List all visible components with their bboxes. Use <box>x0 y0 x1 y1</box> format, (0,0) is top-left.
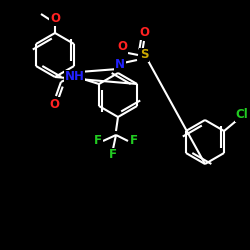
Text: O: O <box>139 26 149 40</box>
Text: S: S <box>140 48 148 62</box>
Text: O: O <box>49 98 59 110</box>
Text: F: F <box>130 134 138 147</box>
Text: O: O <box>117 40 127 54</box>
Text: F: F <box>94 134 102 147</box>
Text: O: O <box>50 12 60 26</box>
Text: NH: NH <box>65 70 85 84</box>
Text: Cl: Cl <box>236 108 248 122</box>
Text: N: N <box>115 58 125 71</box>
Text: F: F <box>109 148 117 162</box>
